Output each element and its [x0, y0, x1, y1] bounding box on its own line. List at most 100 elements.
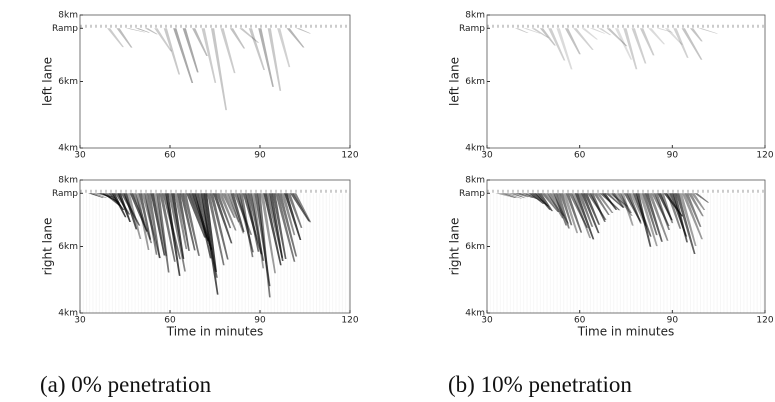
y-tick-label: 8km — [465, 11, 485, 21]
congestion-streak — [556, 28, 573, 70]
congestion-streak — [574, 193, 595, 240]
y-tick-label: Ramp — [52, 24, 78, 34]
congestion-streak — [275, 193, 296, 262]
congestion-streak — [541, 193, 560, 212]
congestion-streak — [123, 193, 138, 230]
congestion-streak — [180, 193, 196, 251]
congestion-streak — [209, 193, 229, 260]
x-axis-label: Time in minutes — [577, 325, 675, 339]
congestion-streak — [672, 193, 688, 243]
y-tick-label: 8km — [465, 176, 485, 186]
congestion-streak — [611, 193, 625, 208]
congestion-streak — [286, 28, 305, 48]
congestion-streak — [673, 28, 689, 58]
x-tick-label: 30 — [74, 316, 86, 326]
congestion-streak — [116, 28, 133, 48]
congestion-streak — [556, 193, 570, 229]
congestion-streak — [617, 193, 632, 214]
congestion-streak — [626, 193, 642, 224]
congestion-streak — [245, 193, 260, 252]
congestion-streak — [605, 193, 625, 208]
congestion-streak — [565, 193, 583, 233]
caption: (a) 0% penetration — [40, 372, 212, 397]
x-tick-label: 60 — [164, 151, 176, 161]
congestion-streak — [657, 193, 673, 221]
congestion-streak — [510, 193, 525, 198]
congestion-streak — [548, 28, 566, 61]
x-tick-label: 90 — [667, 151, 679, 161]
congestion-streak — [581, 28, 598, 40]
heatmap-image — [80, 189, 350, 298]
x-tick-label: 30 — [481, 316, 493, 326]
congestion-streak — [593, 193, 610, 215]
congestion-streak — [251, 193, 265, 269]
congestion-streak — [281, 193, 296, 236]
congestion-streak — [293, 193, 312, 223]
congestion-streak — [227, 193, 245, 234]
congestion-streak — [230, 193, 245, 232]
congestion-streak — [678, 193, 697, 247]
congestion-streak — [664, 28, 683, 45]
x-tick-label: 30 — [481, 151, 493, 161]
congestion-streak — [689, 28, 703, 42]
congestion-streak — [284, 193, 302, 240]
congestion-streak — [648, 28, 666, 45]
congestion-streak — [623, 28, 638, 70]
congestion-streak — [263, 193, 282, 266]
congestion-streak — [519, 193, 536, 198]
congestion-streak — [559, 193, 573, 226]
congestion-streak — [239, 28, 260, 43]
y-tick-label: 6km — [465, 77, 485, 87]
congestion-streak — [135, 193, 150, 251]
congestion-streak — [200, 193, 219, 295]
x-tick-label: 30 — [74, 151, 86, 161]
x-tick-label: 90 — [667, 316, 679, 326]
congestion-streak — [639, 193, 658, 247]
congestion-streak — [614, 28, 633, 60]
congestion-streak — [681, 28, 703, 60]
y-tick-label: 6km — [58, 77, 78, 87]
x-tick-label: 120 — [341, 151, 358, 161]
congestion-streak — [203, 193, 217, 272]
congestion-streak — [248, 193, 265, 261]
congestion-streak — [684, 193, 702, 227]
congestion-streak — [553, 193, 568, 226]
congestion-streak — [666, 193, 682, 229]
y-tick-label: 4km — [465, 144, 485, 154]
congestion-streak — [547, 193, 564, 219]
congestion-streak — [539, 28, 556, 46]
heatmap-image — [487, 24, 765, 70]
congestion-streak — [675, 193, 696, 255]
congestion-streak — [573, 28, 594, 50]
plot-area — [79, 14, 351, 149]
congestion-streak — [584, 193, 601, 225]
congestion-streak — [132, 193, 153, 244]
y-tick-label: 8km — [58, 176, 78, 186]
x-tick-label: 90 — [254, 316, 266, 326]
congestion-streak — [602, 193, 618, 210]
congestion-streak — [210, 28, 227, 111]
congestion-streak — [220, 28, 236, 74]
congestion-streak — [260, 193, 276, 274]
congestion-streak — [571, 193, 591, 239]
congestion-streak — [568, 193, 589, 228]
congestion-streak — [296, 28, 312, 34]
congestion-streak — [645, 193, 663, 242]
y-tick-label: 6km — [465, 242, 485, 252]
congestion-streak — [514, 28, 529, 33]
congestion-streak — [580, 193, 600, 234]
congestion-streak — [91, 193, 108, 198]
congestion-streak — [513, 193, 529, 198]
congestion-streak — [173, 28, 194, 83]
y-tick-label: Ramp — [52, 189, 78, 199]
y-tick-label: 6km — [58, 242, 78, 252]
congestion-streak — [248, 28, 265, 71]
congestion-streak — [656, 28, 674, 33]
congestion-streak — [126, 193, 142, 239]
congestion-streak — [171, 193, 185, 259]
congestion-streak — [257, 193, 271, 298]
congestion-streak — [504, 193, 523, 199]
congestion-streak — [290, 193, 310, 222]
congestion-streak — [144, 28, 158, 35]
